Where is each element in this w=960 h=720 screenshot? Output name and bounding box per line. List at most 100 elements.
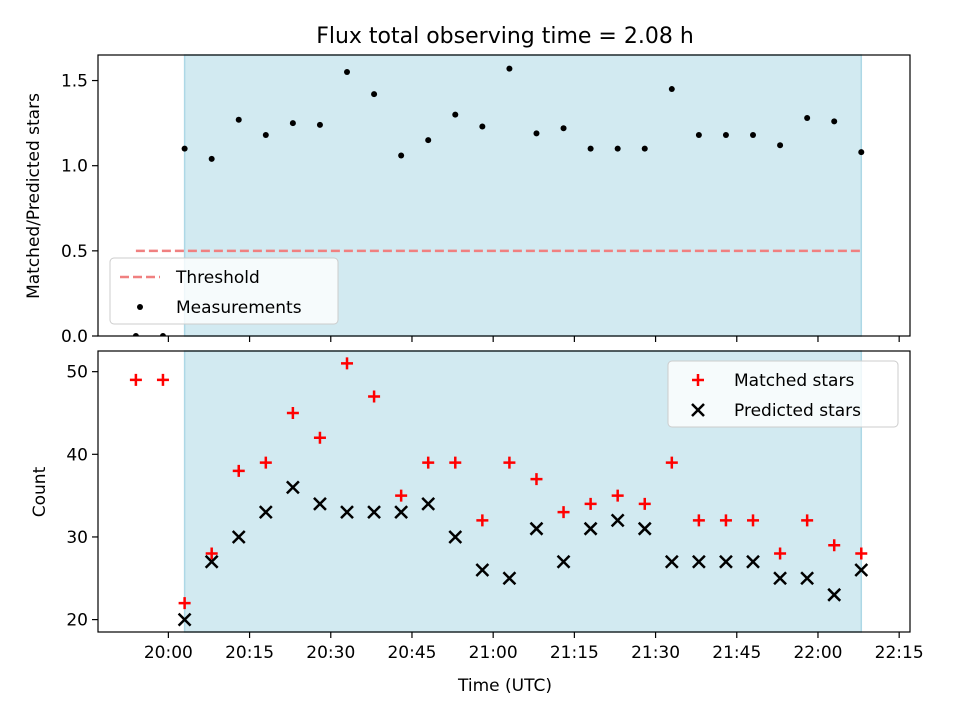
measurement-point — [344, 69, 351, 76]
predicted-star-point — [556, 554, 571, 569]
measurement-point — [159, 333, 166, 336]
count-panel-xtick-label: 21:30 — [631, 643, 680, 663]
ratio-panel: 0.0 0.5 1.0 1.5 Threshold Measurements — [61, 54, 911, 347]
predicted-star-point — [448, 530, 463, 544]
matched-star-point — [341, 357, 354, 370]
count-panel-frame — [97, 350, 911, 633]
ratio-panel-ytick-label: 0.5 — [61, 242, 88, 262]
matched-star-point — [638, 497, 651, 510]
count-panel-xtick-label: 20:30 — [306, 643, 355, 663]
matched-star-point — [557, 506, 570, 519]
count-panel-xtick-label: 20:45 — [387, 643, 436, 663]
matched-star-point — [692, 514, 705, 527]
measurement-point — [425, 137, 432, 144]
matched-star-point — [584, 497, 597, 510]
predicted-star-point — [475, 563, 490, 577]
predicted-star-point — [719, 554, 733, 569]
matched-star-point — [665, 456, 678, 469]
ratio-panel-legend-label: Threshold — [175, 268, 260, 288]
measurement-point — [533, 130, 540, 137]
count-panel-xtick-label: 22:00 — [793, 643, 842, 663]
predicted-star-point — [204, 554, 219, 569]
measurement-point — [132, 333, 139, 336]
matched-star-point — [503, 456, 516, 469]
count-panel-xtick-label: 21:45 — [712, 643, 761, 663]
matched-star-point — [286, 406, 299, 419]
predicted-star-point — [610, 513, 625, 528]
measurement-point — [668, 86, 675, 93]
measurement-point — [750, 132, 757, 139]
ratio-panel-ytick-label: 0.0 — [61, 327, 88, 347]
count-panel-xtick-label: 21:15 — [550, 643, 599, 663]
predicted-star-point — [340, 505, 354, 520]
predicted-star-point — [746, 554, 760, 569]
count-xlabel: Time (UTC) — [457, 676, 552, 696]
measurement-point — [804, 115, 811, 122]
matched-star-point — [530, 473, 543, 486]
measurement-point — [398, 152, 405, 159]
predicted-star-point — [177, 612, 192, 627]
measurement-point — [695, 132, 702, 139]
matched-star-point — [449, 456, 462, 469]
measurement-point — [479, 123, 486, 130]
matched-star-point — [395, 489, 408, 502]
chart-title: Flux total observing time = 2.08 h — [316, 24, 694, 49]
count-ylabel: Count — [30, 466, 50, 517]
predicted-star-point — [367, 505, 381, 520]
measurement-point — [208, 155, 215, 162]
matched-star-point — [205, 547, 218, 560]
measurement-point — [560, 125, 567, 132]
ratio-panel-frame — [97, 54, 911, 337]
measurement-point — [614, 145, 621, 152]
count-panel-xtick-label: 20:15 — [225, 643, 274, 663]
matched-star-point — [747, 514, 760, 527]
count-panel-ytick-label: 50 — [66, 363, 88, 383]
count-panel-xtick-label: 22:15 — [875, 643, 924, 663]
matched-star-point — [129, 373, 142, 386]
predicted-star-point — [583, 521, 598, 536]
measurement-point — [858, 149, 865, 156]
matched-star-point — [156, 373, 169, 386]
measurement-point — [289, 120, 296, 127]
count-panel-legend-label: Predicted stars — [734, 401, 861, 421]
ratio-panel-ytick-label: 1.5 — [61, 72, 88, 92]
predicted-star-point — [394, 505, 409, 520]
measurement-point — [587, 145, 594, 152]
predicted-star-point — [637, 521, 652, 536]
matched-star-point — [422, 456, 435, 469]
count-panel-ytick-label: 40 — [66, 445, 88, 465]
measurement-point — [777, 142, 784, 149]
matched-star-point — [313, 431, 326, 444]
predicted-star-point — [691, 554, 706, 569]
count-panel-xtick-label: 21:00 — [469, 643, 518, 663]
predicted-star-point — [664, 554, 679, 569]
count-panel-legend-label: Matched stars — [734, 371, 854, 391]
predicted-star-point — [502, 571, 517, 586]
count-panel-legend: Matched stars Predicted stars — [667, 360, 899, 428]
count-panel-legend-marker — [691, 403, 705, 417]
matched-star-point — [259, 456, 272, 469]
matched-star-point — [719, 514, 732, 527]
ratio-panel-legend-label: Measurements — [176, 298, 302, 318]
matched-star-point — [774, 547, 787, 560]
predicted-star-point — [231, 530, 246, 544]
predicted-star-point — [800, 571, 815, 586]
count-panel-xtick-label: 20:00 — [144, 643, 193, 663]
matched-star-point — [611, 489, 624, 502]
measurement-point — [262, 132, 269, 139]
measurement-point — [506, 65, 513, 72]
predicted-star-point — [773, 571, 787, 586]
measurement-point — [181, 145, 188, 152]
measurement-point — [371, 91, 378, 98]
matched-star-point — [828, 539, 841, 552]
measurement-point — [452, 111, 459, 118]
predicted-star-point — [285, 480, 300, 495]
predicted-star-point — [258, 505, 273, 520]
count-panel-legend-marker — [692, 374, 704, 386]
predicted-star-point — [854, 563, 869, 577]
ratio-panel-legend-marker — [137, 304, 143, 310]
matched-star-point — [476, 514, 489, 527]
matched-star-point — [801, 514, 814, 527]
predicted-star-point — [827, 587, 842, 602]
